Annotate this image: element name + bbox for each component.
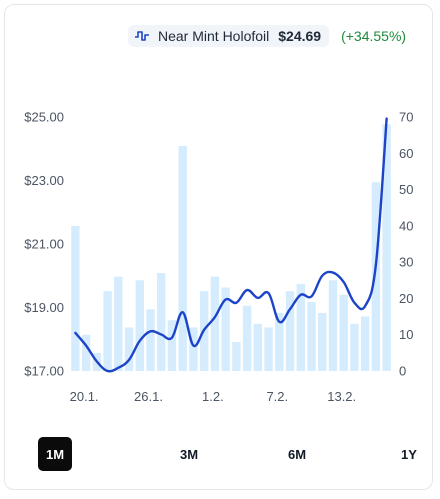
volume-bar[interactable]: [221, 287, 230, 371]
volume-bar[interactable]: [232, 341, 241, 371]
volume-bar[interactable]: [189, 327, 198, 371]
range-button-1m[interactable]: 1M: [38, 437, 72, 471]
volume-bar[interactable]: [71, 225, 80, 371]
x-tick-label: 20.1.: [70, 389, 99, 404]
legend-price: $24.69: [278, 28, 322, 44]
volume-bar[interactable]: [371, 182, 381, 371]
volume-bar[interactable]: [339, 294, 348, 371]
volume-bar[interactable]: [275, 312, 284, 371]
y-right-tick-label: 40: [399, 218, 413, 233]
volume-bar[interactable]: [124, 327, 134, 371]
volume-bar[interactable]: [360, 316, 370, 371]
y-right-tick-label: 30: [399, 255, 413, 270]
volume-bar[interactable]: [210, 276, 220, 371]
time-range-selector: 1M 3M 6M 1Y: [38, 437, 417, 471]
volume-bar[interactable]: [350, 323, 359, 371]
volume-bar[interactable]: [146, 309, 155, 371]
y-right-tick-label: 0: [399, 364, 406, 379]
price-line: [74, 117, 388, 373]
legend-item[interactable]: Near Mint Holofoil $24.69: [128, 25, 330, 47]
y-left-tick-label: $17.00: [24, 364, 64, 379]
volume-bar[interactable]: [318, 312, 327, 371]
y-right-tick-label: 70: [399, 110, 413, 125]
volume-bar[interactable]: [135, 280, 144, 371]
y-left-tick-label: $23.00: [24, 173, 64, 188]
y-left-tick-label: $25.00: [24, 110, 64, 125]
legend: Near Mint Holofoil $24.69 (+34.55%): [128, 25, 406, 47]
range-button-6m[interactable]: 6M: [287, 446, 307, 462]
volume-bar[interactable]: [328, 280, 338, 371]
volume-bar[interactable]: [178, 146, 187, 371]
x-tick-label: 1.2.: [202, 389, 224, 404]
range-button-3m[interactable]: 3M: [179, 446, 199, 462]
y-right-tick-label: 20: [399, 291, 413, 306]
volume-bars: [71, 124, 391, 371]
volume-bar[interactable]: [307, 302, 316, 371]
volume-bar[interactable]: [242, 305, 252, 371]
volume-bar[interactable]: [81, 334, 91, 371]
volume-bar[interactable]: [382, 124, 391, 371]
x-tick-label: 7.2.: [266, 389, 288, 404]
y-axis-left: $17.00 $19.00 $21.00 $23.00 $25.00: [24, 110, 64, 379]
y-axis-right: 0 10 20 30 40 50 60 70: [399, 110, 413, 379]
y-right-tick-label: 60: [399, 146, 413, 161]
y-right-tick-label: 10: [399, 327, 413, 342]
x-tick-label: 26.1.: [134, 389, 163, 404]
volume-bar[interactable]: [264, 327, 273, 371]
volume-bar[interactable]: [103, 291, 112, 371]
x-tick-label: 13.2.: [327, 389, 356, 404]
legend-series-name: Near Mint Holofoil: [158, 28, 270, 44]
y-left-tick-label: $19.00: [24, 300, 64, 315]
line-series-icon: [135, 31, 149, 41]
y-right-tick-label: 50: [399, 182, 413, 197]
legend-change: (+34.55%): [341, 28, 407, 44]
volume-bar[interactable]: [296, 283, 305, 371]
volume-bar[interactable]: [253, 323, 263, 371]
x-axis: 20.1. 26.1. 1.2. 7.2. 13.2.: [70, 389, 357, 404]
volume-bar[interactable]: [157, 273, 166, 371]
volume-bar[interactable]: [167, 320, 177, 371]
range-button-1y[interactable]: 1Y: [401, 446, 417, 462]
volume-bar[interactable]: [114, 276, 123, 371]
volume-bar[interactable]: [285, 291, 295, 371]
y-left-tick-label: $21.00: [24, 237, 64, 252]
